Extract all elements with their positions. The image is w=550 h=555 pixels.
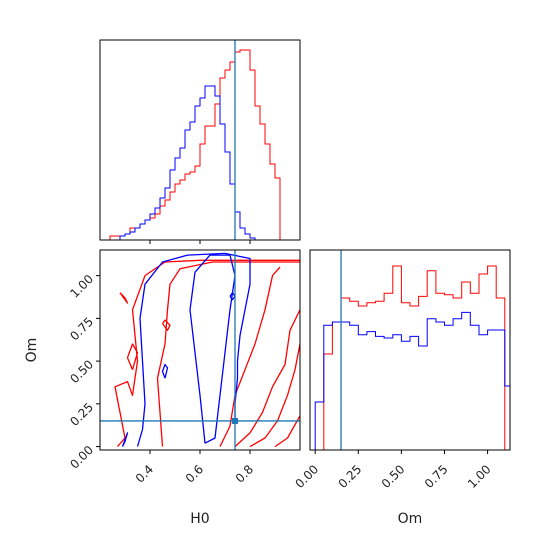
om-marginal-panel: 0.00 0.25 0.50 0.75 1.00 Om (293, 249, 511, 527)
contour-blue-1 (136, 252, 251, 447)
contour-ytick-label: 1.00 (67, 272, 96, 301)
contour-red-6 (119, 292, 129, 304)
contour-ytick-label: 0.50 (67, 357, 96, 386)
truth-marker (232, 417, 238, 424)
om-marginal-frame (309, 249, 511, 451)
x-axis-label-h0: H0 (190, 511, 209, 527)
contour-ytick-label: 0.75 (67, 315, 96, 344)
contour-xtick-label: 0.8 (233, 462, 256, 485)
contour-xtick-label: 0.6 (183, 462, 206, 485)
h0-om-contour-panel: 0.4 0.6 0.8 0.00 0.25 0.50 0.75 1.00 H0 Om (24, 249, 301, 527)
om-hist-blue (314, 311, 510, 450)
om-xtick-label: 0.00 (293, 462, 322, 491)
contour-red-5 (274, 415, 300, 448)
om-xtick-label: 0.50 (379, 462, 408, 491)
contour-red-8 (126, 343, 139, 370)
h0-marginal-frame (99, 39, 301, 241)
contour-red-3 (234, 309, 300, 448)
contour-series (100, 250, 300, 450)
contour-red-1 (114, 259, 300, 448)
contour-red-7 (161, 319, 171, 331)
om-xtick-label: 0.25 (336, 462, 365, 491)
contour-ytick-label: 0.00 (67, 443, 96, 472)
contour-red-4 (249, 343, 300, 448)
contour-red-2 (219, 266, 281, 447)
h0-marginal-panel (99, 39, 301, 244)
om-xtick-label: 0.75 (422, 462, 451, 491)
contour-blue-0 (189, 254, 236, 444)
om-xtick-label: 1.00 (465, 462, 494, 491)
x-axis-label-om: Om (398, 511, 423, 527)
contour-red-0 (156, 261, 300, 447)
h0-hist-red (109, 49, 281, 240)
contour-blue-2 (121, 432, 129, 447)
om-hist-series (314, 265, 510, 450)
contour-ytick-label: 0.25 (67, 400, 96, 429)
contour-xtick-label: 0.4 (133, 462, 156, 485)
y-axis-label-om: Om (24, 338, 40, 363)
contour-blue-4 (161, 363, 169, 379)
h0-hist-series (109, 49, 281, 240)
om-hist-red (315, 265, 510, 450)
